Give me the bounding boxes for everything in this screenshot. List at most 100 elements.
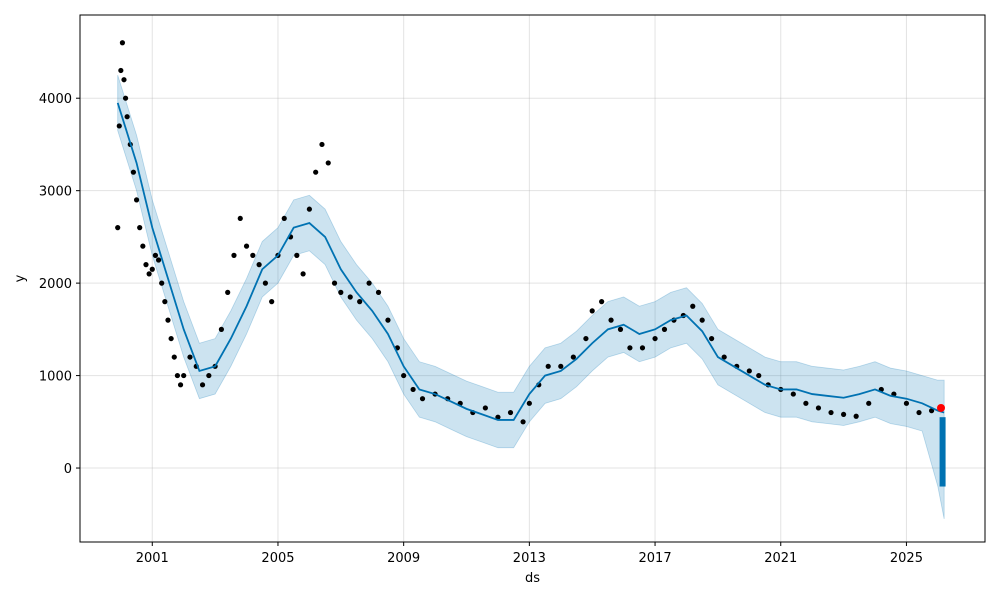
x-axis-ticks: 2001 2005 2009 2013 2017 2021 2025 <box>136 542 923 566</box>
observed-point <box>815 405 822 411</box>
recent-point <box>937 403 946 412</box>
observed-point <box>652 335 658 342</box>
observed-point <box>237 215 243 222</box>
observed-point <box>366 280 372 286</box>
y-axis-ticks: 0 1000 2000 3000 4000 <box>39 92 80 477</box>
observed-point <box>495 414 501 420</box>
y-tick-label: 2000 <box>39 277 72 292</box>
observed-point <box>617 326 624 332</box>
observed-point <box>130 169 137 175</box>
observed-point <box>828 409 834 416</box>
observed-point <box>149 266 155 272</box>
observed-point <box>171 354 177 360</box>
observed-point <box>661 326 668 332</box>
observed-point <box>866 400 872 406</box>
observed-point <box>627 345 633 351</box>
observed-point <box>558 363 564 369</box>
observed-point <box>256 262 262 268</box>
forecast-line <box>116 102 945 421</box>
x-axis-label: ds <box>525 571 540 586</box>
plot-frame <box>79 14 986 543</box>
observed-point <box>119 40 126 46</box>
observed-point <box>121 77 127 83</box>
y-tick-label: 4000 <box>39 92 72 107</box>
observed-point <box>177 382 184 388</box>
observed-point <box>699 317 705 323</box>
uncertainty-interval <box>117 74 945 519</box>
observed-point <box>325 160 331 166</box>
observed-point <box>803 400 809 406</box>
observed-point <box>840 411 847 418</box>
observed-point <box>243 243 250 249</box>
y-tick-label: 3000 <box>39 185 72 200</box>
observed-points <box>115 40 944 425</box>
observed-point <box>165 317 171 323</box>
observed-point <box>313 169 319 175</box>
observed-point <box>218 326 225 332</box>
observed-point <box>124 114 130 120</box>
observed-point <box>133 197 140 203</box>
y-tick-label: 0 <box>64 462 72 477</box>
forecast-yhat-line <box>116 102 945 421</box>
observed-point <box>916 409 922 416</box>
observed-point <box>122 95 129 101</box>
observed-point <box>269 299 275 305</box>
observed-point <box>347 294 353 300</box>
observed-point <box>482 405 488 411</box>
x-tick-label: 2025 <box>890 551 923 566</box>
observed-point <box>155 257 162 263</box>
observed-point <box>174 372 181 379</box>
observed-point <box>115 225 121 231</box>
observed-point <box>928 408 935 414</box>
observed-point <box>853 413 859 419</box>
observed-point <box>168 335 174 342</box>
observed-point <box>599 299 605 305</box>
observed-point <box>187 354 193 360</box>
uncertainty-band <box>117 74 945 519</box>
observed-point <box>140 243 146 249</box>
observed-point <box>709 335 715 342</box>
observed-point <box>526 400 532 406</box>
y-axis-label: y <box>13 274 28 282</box>
observed-point <box>206 372 212 379</box>
observed-point <box>199 382 206 388</box>
observed-point <box>225 289 231 295</box>
observed-point <box>118 67 124 74</box>
x-tick-label: 2013 <box>513 551 546 566</box>
observed-point <box>116 123 122 129</box>
observed-point <box>790 391 796 397</box>
observed-point <box>589 308 595 314</box>
observed-point <box>570 354 576 360</box>
observed-point <box>410 386 416 393</box>
observed-point <box>319 141 325 148</box>
observed-point <box>721 354 727 360</box>
observed-point <box>419 396 426 402</box>
recent-points <box>937 403 946 412</box>
x-tick-label: 2017 <box>639 551 672 566</box>
future-forecast <box>939 417 946 487</box>
observed-point <box>306 206 312 212</box>
observed-point <box>520 419 526 425</box>
observed-point <box>903 400 910 406</box>
observed-point <box>300 271 306 277</box>
observed-point <box>231 252 237 258</box>
observed-point <box>181 372 187 379</box>
x-tick-label: 2021 <box>764 551 797 566</box>
observed-point <box>583 335 589 342</box>
observed-point <box>146 271 152 277</box>
observed-point <box>746 368 752 374</box>
observed-point <box>143 262 149 268</box>
observed-point <box>159 280 165 286</box>
observed-point <box>331 280 338 286</box>
observed-point <box>338 289 344 295</box>
observed-point <box>357 299 363 305</box>
observed-point <box>250 252 256 258</box>
observed-point <box>375 289 382 295</box>
x-tick-label: 2005 <box>261 551 294 566</box>
x-tick-label: 2001 <box>136 551 169 566</box>
observed-point <box>756 372 762 379</box>
future-forecast-bar <box>939 417 946 487</box>
y-tick-label: 1000 <box>39 370 72 385</box>
observed-point <box>137 225 143 231</box>
